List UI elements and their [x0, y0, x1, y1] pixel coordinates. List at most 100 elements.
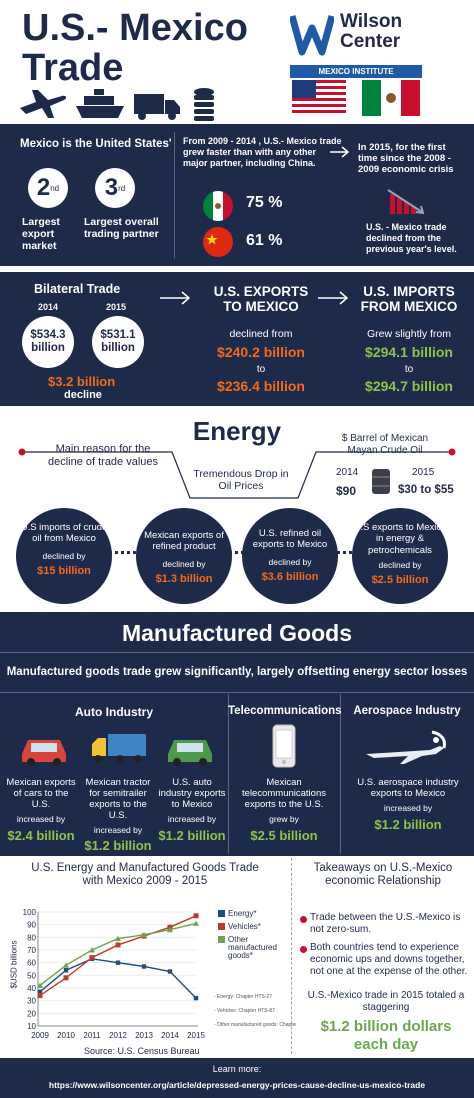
telecom-title: Telecommunications [228, 705, 342, 717]
mfg-item-value: $2.4 billion [7, 827, 75, 843]
price-2014: $90 [336, 484, 357, 498]
takeaway-total-intro: U.S.-Mexico trade in 2015 totaled a stag… [307, 990, 465, 1013]
coins-icon [194, 88, 214, 121]
data-point [141, 931, 147, 938]
page-title: U.S.- Mexico Trade [22, 8, 248, 88]
energy-item-3: U.S. refined oil exports to Mexico decli… [242, 508, 338, 604]
decline-text: In 2015, for the first time since the 20… [358, 142, 454, 175]
y-tick-label: 10 [27, 1022, 36, 1031]
energy-drop: Tremendous Drop in Oil Prices [193, 468, 289, 492]
data-point [63, 968, 69, 973]
y-tick-label: 60 [27, 959, 36, 968]
takeaway-point-2: Both countries tend to experience econom… [310, 942, 468, 977]
x-tick-label: 2009 [31, 1031, 49, 1040]
takeaways-title: Takeaways on U.S.-Mexico economic Relati… [313, 862, 453, 887]
mfg-item-label: U.S. auto industry exports to Mexico [158, 777, 226, 810]
y-tick-label: 100 [23, 908, 37, 917]
data-point [37, 993, 43, 999]
energy-item-value: $2.5 billion [371, 574, 429, 587]
mfg-item-sub: grew by [269, 813, 299, 824]
mfg-item-label: Mexican tractor for semitrailer exports … [85, 777, 151, 821]
mfg-item-label: Mexican telecommunications exports to th… [242, 777, 326, 810]
mfg-col-divider [340, 694, 341, 854]
mfg-item-sub: increased by [383, 802, 433, 813]
satellite-airplane-icon [366, 730, 446, 764]
chart-note: - Other manufactured goods: Chapter HTS-… [214, 1022, 296, 1028]
rank2-label: Largest overall trading partner [84, 216, 159, 240]
mfg-item-label: Mexican exports of cars to the U.S. [6, 777, 76, 810]
footer-url-link[interactable]: https://www.wilsoncenter.org/article/dep… [48, 1080, 426, 1090]
x-tick-label: 2010 [57, 1031, 75, 1040]
imports-from: $294.1 billion [365, 344, 453, 360]
energy-item-1: U.S imports of crude oil from Mexico dec… [16, 508, 112, 604]
exports-to: $236.4 billion [217, 378, 305, 394]
mfg-divider [0, 692, 474, 693]
footer-learn: Learn more: [212, 1064, 262, 1074]
energy-item-label: U.S exports to Mexico in energy & petroc… [353, 522, 447, 556]
bilateral-heading: Bilateral Trade [34, 282, 121, 296]
oil-barrel-icon [372, 469, 390, 494]
chart-divider [291, 858, 292, 1054]
car-icon [168, 740, 212, 766]
x-tick-label: 2014 [161, 1031, 179, 1040]
rank2-sup: rd [118, 183, 126, 193]
truck-icon [92, 734, 146, 763]
mfg-item-value: $1.2 billion [374, 816, 442, 832]
x-tick-label: 2015 [187, 1031, 205, 1040]
arrow-right-icon [318, 291, 349, 305]
data-point [115, 960, 121, 965]
legend-swatch [218, 936, 225, 943]
divider-vertical [174, 132, 175, 258]
bilateral-section: Bilateral Trade 2014 2015 $534.3 billion… [0, 272, 474, 406]
growth-text: From 2009 - 2014 , U.S.- Mexico trade gr… [183, 136, 342, 168]
chart-title: U.S. Energy and Manufactured Goods Trade… [31, 862, 259, 887]
line-chart: 10 20 30 40 50 60 70 80 90 100 2009 2010 2011 2012 201… [23, 908, 296, 1040]
data-point [115, 935, 121, 942]
year-2014: 2014 [38, 302, 59, 312]
exports-sub: declined from [229, 328, 293, 340]
wilson-w-icon [288, 15, 336, 56]
mexico-circle-flag-icon [203, 191, 233, 221]
value-2014: $534.3 billion [30, 329, 66, 354]
mfg-item-2: Mexican tractor for semitrailer exports … [82, 777, 154, 854]
takeaway-point-1: Trade between the U.S.-Mexico is not zer… [310, 912, 461, 935]
year-2015: 2015 [106, 302, 127, 312]
data-point [193, 920, 199, 926]
mfg-item-label: U.S. aerospace industry exports to Mexic… [357, 777, 459, 799]
aero-title: Aerospace Industry [353, 705, 461, 717]
declining-chart-icon [387, 189, 425, 215]
energy-heading: Energy [192, 416, 282, 446]
x-tick-label: 2011 [83, 1031, 101, 1040]
data-point [115, 942, 121, 948]
car-icon [22, 740, 66, 766]
chart-ylabel: $USD billions [9, 940, 19, 989]
chart-note: - Energy: Chapter HTS-27 [214, 994, 272, 1000]
takeaway-bullet [300, 916, 307, 923]
data-point [89, 955, 95, 961]
mfg-item-3: U.S. auto industry exports to Mexico inc… [156, 777, 228, 843]
legend-label: Energy* [228, 909, 256, 918]
x-tick-label: 2012 [109, 1031, 127, 1040]
energy-item-label: U.S imports of crude oil from Mexico [20, 522, 108, 545]
chart-source: Source: U.S. Census Bureau [84, 1046, 200, 1056]
barrel-year-2014: 2014 [336, 467, 359, 478]
legend-label: Other manufactured goods* [228, 935, 277, 960]
legend-swatch [218, 923, 225, 930]
china-circle-flag-icon [203, 227, 233, 257]
energy-item-2: Mexican exports of refined product decli… [136, 508, 232, 604]
y-tick-label: 90 [27, 921, 36, 930]
energy-item-value: $1.3 billion [155, 572, 213, 585]
logo-line2: Center [340, 31, 401, 52]
arrow-right-icon [330, 146, 350, 158]
legend-label: Vehicles* [228, 922, 261, 931]
value-2014-badge: $534.3 billion [22, 316, 74, 368]
series-line [39, 915, 197, 997]
data-point [193, 995, 199, 1001]
price-2015: $30 to $55 [398, 484, 454, 496]
mexico-pct: 75 % [246, 194, 283, 211]
y-tick-label: 40 [27, 984, 36, 993]
rank1-sup: nd [50, 183, 60, 193]
smartphone-icon [272, 724, 296, 768]
